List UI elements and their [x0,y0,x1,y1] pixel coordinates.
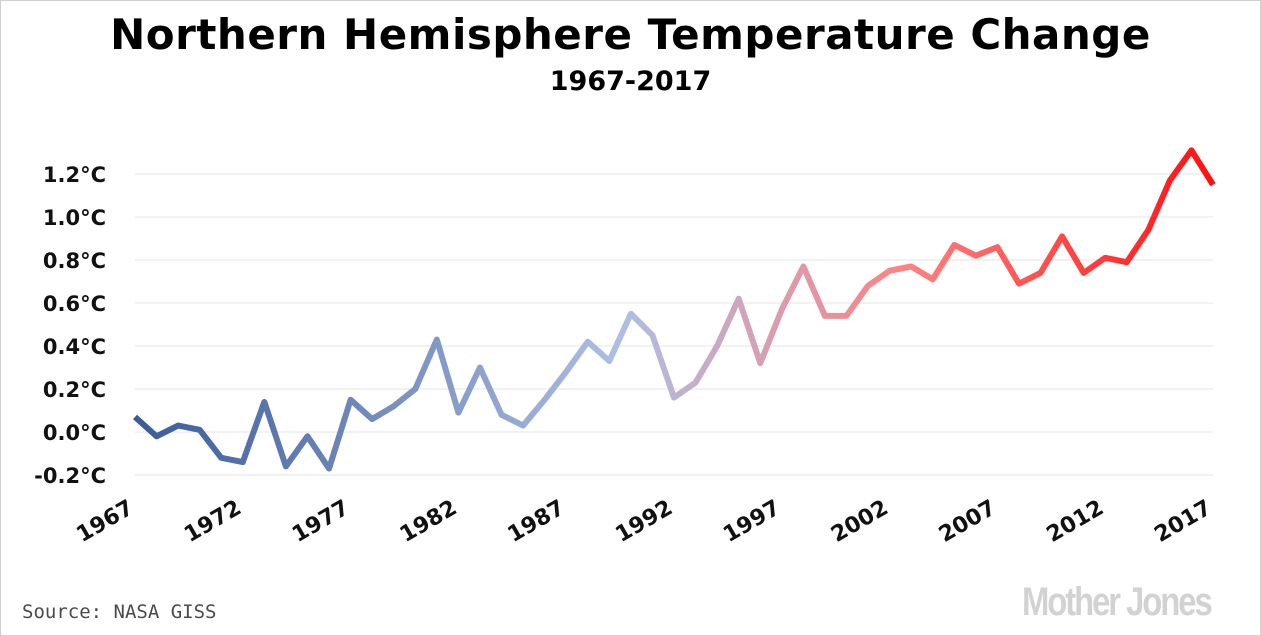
y-tick-label: 1.2°C [43,163,106,187]
x-tick-label: 1972 [180,496,246,548]
y-tick-label: 0.2°C [43,378,106,402]
x-tick-label: 2017 [1150,496,1216,548]
y-tick-label: 0.0°C [43,421,106,445]
y-tick-label: -0.2°C [34,464,106,488]
chart-subtitle: 1967-2017 [549,66,712,97]
x-tick-label: 1987 [504,496,570,548]
x-tick-label: 1982 [396,496,462,548]
x-tick-label: 2012 [1043,496,1109,548]
y-tick-label: 0.8°C [43,249,106,273]
mother-jones-logo: Mother Jones [1022,580,1213,624]
y-axis: 1.2°C 1.0°C 0.8°C 0.6°C 0.4°C 0.2°C 0.0°C -0.2°… [34,163,106,488]
chart-title: Northern Hemisphere Temperature Change [110,10,1151,59]
temperature-series-line [132,147,1216,472]
source-note: Source: NASA GISS [22,601,217,623]
x-tick-label: 1977 [288,496,354,548]
y-tick-label: 1.0°C [43,206,106,230]
x-tick-label: 1997 [719,496,785,548]
x-axis: 1967 1972 1977 1982 1987 1992 1997 2002 2007 2012… [72,496,1216,548]
x-tick-label: 2007 [935,496,1001,548]
x-tick-label: 2002 [827,496,893,548]
x-tick-label: 1967 [72,496,138,548]
gridlines [135,173,1213,476]
x-tick-label: 1992 [611,496,677,548]
y-tick-label: 0.6°C [43,292,106,316]
y-tick-label: 0.4°C [43,335,106,359]
